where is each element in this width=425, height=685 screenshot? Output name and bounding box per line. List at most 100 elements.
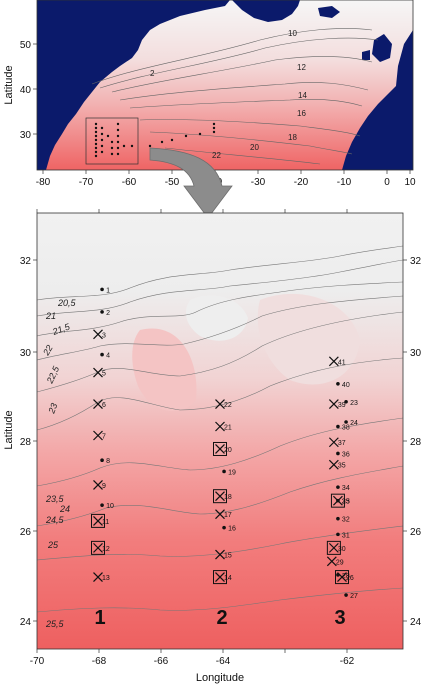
station-33: 33 (336, 499, 350, 506)
section-label: 1 (94, 607, 105, 629)
detail-y-tick-right: 32 (410, 256, 422, 267)
station-label: 2 (106, 310, 110, 317)
station-dot-marker (336, 532, 340, 537)
detail-contour-label: 23 (46, 402, 59, 416)
station-dot-marker (222, 525, 226, 530)
station-x-marker (328, 356, 339, 367)
overview-contours (91, 28, 379, 165)
detail-frame (36, 212, 404, 650)
station-dot-marker (336, 485, 340, 489)
station-label: 14 (224, 575, 232, 582)
station-21: 21 (215, 421, 232, 432)
station-9: 9 (93, 480, 106, 490)
station-7: 7 (93, 430, 106, 440)
station-box-marker (326, 540, 341, 555)
cool-patch (132, 328, 197, 412)
detail-y-tick-left: 28 (20, 437, 32, 448)
station-28: 28 (336, 573, 350, 580)
station-8: 8 (100, 458, 110, 465)
overview-contour-label: 2 (150, 69, 155, 78)
overview-map: 10 2 12 14 16 18 20 22 (3, 0, 416, 188)
overview-station-dots (94, 122, 216, 158)
station-23: 23 (344, 400, 358, 407)
station-40: 40 (336, 382, 350, 389)
station-label: 8 (106, 458, 110, 465)
station-27: 27 (344, 593, 358, 600)
overview-contour-label: 18 (288, 133, 297, 142)
station-x-marker (93, 515, 103, 526)
station-label: 4 (106, 353, 110, 360)
station-label: 24 (350, 420, 358, 427)
station-x-marker (215, 509, 225, 520)
detail-contour-label: 25,5 (45, 619, 65, 629)
detail-x-tick: -68 (92, 656, 107, 667)
station-label: 3 (102, 332, 106, 339)
station-label: 16 (228, 526, 236, 533)
overview-x-tick: -80 (36, 177, 51, 188)
station-label: 21 (224, 425, 232, 432)
station-label: 35 (338, 463, 346, 470)
detail-contour-label: 20,5 (57, 298, 77, 308)
station-37: 37 (328, 437, 346, 447)
station-label: 9 (102, 483, 106, 490)
section-label: 3 (334, 607, 345, 629)
station-dot-marker (336, 573, 340, 577)
station-label: 36 (342, 451, 350, 458)
station-dot-marker (344, 420, 348, 424)
station-x-marker (215, 549, 225, 560)
station-19: 19 (222, 469, 236, 476)
station-20: 20 (213, 441, 232, 456)
overview-x-tick: -60 (122, 177, 137, 188)
station-18: 18 (213, 489, 232, 504)
station-label: 41 (338, 359, 346, 366)
detail-contours (37, 245, 403, 613)
station-dot-marker (336, 424, 340, 429)
station-x-marker (215, 491, 225, 502)
station-dot-marker (344, 399, 348, 404)
station-label: 11 (102, 519, 109, 526)
station-box-marker (213, 441, 227, 456)
detail-contour-label: 23,5 (45, 494, 65, 504)
station-label: 37 (338, 440, 346, 447)
station-label: 28 (342, 573, 350, 580)
station-dot-marker (336, 382, 340, 386)
overview-x-tick: 10 (404, 177, 416, 188)
station-dot-marker (100, 310, 104, 314)
detail-contour-label: 22 (41, 343, 55, 358)
station-label: 39 (338, 402, 346, 409)
station-41: 41 (328, 356, 346, 367)
overview-y-tick: 30 (20, 130, 32, 141)
station-6: 6 (93, 399, 106, 409)
station-label: 7 (102, 433, 106, 440)
station-dot-marker (100, 458, 104, 463)
detail-contour-label: 24,5 (45, 515, 65, 525)
detail-map: 20,5 21 21,5 22 22,5 23 23,5 24 24,5 25 … (3, 209, 422, 684)
station-label: 17 (224, 512, 232, 519)
zoom-arrow (149, 147, 233, 219)
station-2: 2 (100, 310, 110, 317)
station-label: 34 (342, 485, 350, 492)
detail-y-tick-left: 30 (20, 348, 32, 359)
station-label: 10 (106, 503, 114, 510)
station-13: 13 (93, 572, 110, 582)
north-america-landmass (37, 0, 230, 170)
station-x-marker (93, 367, 103, 378)
detail-y-tick-left: 32 (20, 256, 32, 267)
overview-x-tick: -20 (294, 177, 309, 188)
section-label: 2 (216, 607, 227, 629)
station-x-marker (215, 444, 225, 454)
detail-contour-label: 25 (47, 540, 59, 550)
station-34: 34 (336, 485, 350, 492)
station-dot-marker (336, 516, 340, 521)
station-box-marker (213, 570, 227, 585)
europe-africa-landmass (342, 30, 413, 170)
detail-x-tick: -70 (30, 656, 45, 667)
station-label: 12 (102, 546, 110, 553)
overview-y-tick: 50 (20, 40, 32, 51)
station-x-marker (328, 459, 339, 470)
station-label: 23 (350, 400, 358, 407)
station-12: 12 (91, 540, 110, 555)
station-box-marker (213, 489, 227, 504)
